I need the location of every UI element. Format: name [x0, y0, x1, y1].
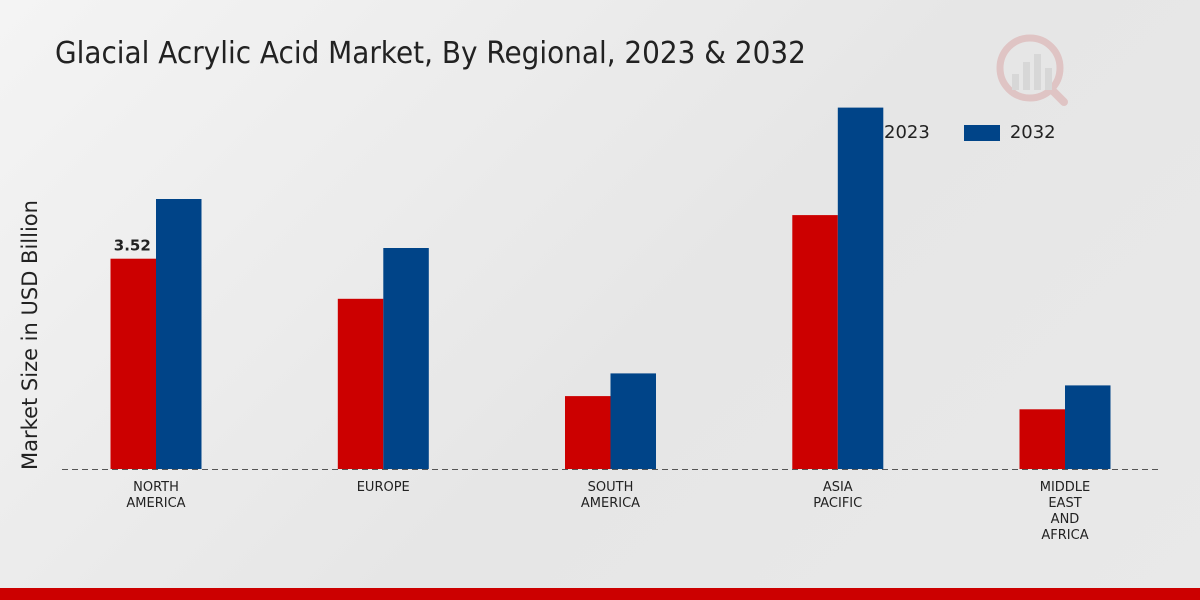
market-research-logo-icon [996, 34, 1068, 106]
bottom-accent-bar [0, 588, 1200, 600]
bar-2032-3 [837, 107, 884, 469]
bar-2023-2 [565, 396, 611, 469]
data-label-2023-0: 3.52 [114, 237, 151, 255]
bar-2032-1 [383, 248, 429, 469]
bar-2023-3 [792, 215, 838, 469]
x-tick-label-3: ASIA PACIFIC [813, 480, 863, 511]
bar-2032-2 [610, 373, 656, 469]
bar-2023-4 [1019, 409, 1065, 469]
legend-label-2032: 2032 [1009, 122, 1056, 143]
bar-2023-0 [110, 258, 156, 469]
legend-label-2023: 2023 [884, 122, 930, 143]
bar-2032-4 [1065, 385, 1111, 469]
x-tick-label-1: EUROPE [356, 480, 410, 495]
legend-item-2032: 2032 [963, 122, 1056, 143]
x-tick-label-4: MIDDLE EAST AND AFRICA [1039, 480, 1091, 543]
bar-2032-0 [156, 199, 202, 469]
chart-title: Glacial Acrylic Acid Market, By Regional… [55, 36, 806, 71]
x-tick-label-2: SOUTH AMERICA [580, 480, 641, 511]
bar-2023-1 [337, 298, 384, 469]
x-tick-label-0: NORTH AMERICA [126, 480, 186, 511]
legend-swatch-2032 [963, 124, 1000, 141]
